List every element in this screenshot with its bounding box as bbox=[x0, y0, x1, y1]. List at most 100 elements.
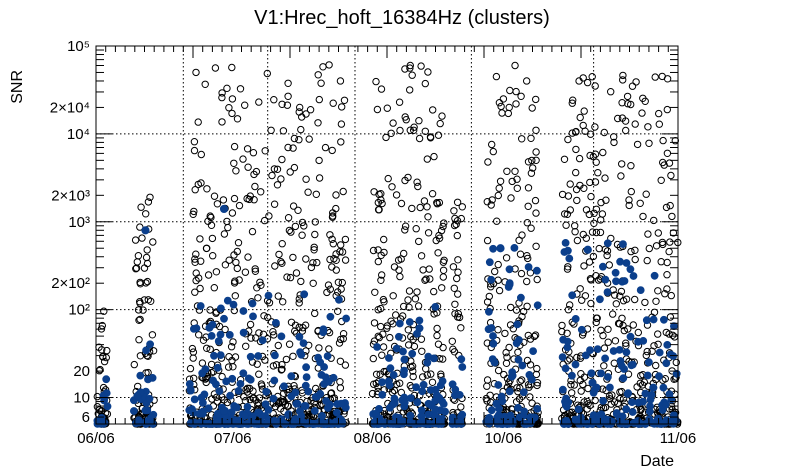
open-point bbox=[279, 298, 287, 306]
filled-point bbox=[234, 386, 243, 395]
open-point bbox=[494, 191, 502, 200]
open-point bbox=[338, 278, 346, 287]
open-point bbox=[596, 228, 605, 237]
open-point bbox=[270, 200, 279, 208]
filled-point bbox=[663, 340, 672, 349]
open-point bbox=[329, 240, 337, 248]
open-point bbox=[270, 331, 278, 339]
open-point bbox=[450, 207, 458, 215]
open-point bbox=[457, 214, 465, 223]
open-point bbox=[302, 175, 310, 183]
open-point bbox=[277, 366, 286, 374]
filled-point bbox=[612, 409, 621, 417]
filled-point bbox=[489, 339, 498, 348]
filled-point bbox=[455, 390, 464, 399]
open-point bbox=[99, 352, 107, 361]
open-point bbox=[404, 173, 412, 182]
open-point bbox=[570, 381, 578, 389]
open-point bbox=[230, 194, 239, 203]
open-point bbox=[622, 126, 630, 135]
filled-point bbox=[302, 373, 311, 381]
open-point bbox=[652, 361, 660, 370]
open-point bbox=[207, 213, 215, 222]
filled-point bbox=[514, 403, 522, 412]
filled-point bbox=[258, 336, 267, 345]
open-point bbox=[638, 109, 646, 117]
open-point bbox=[576, 113, 584, 122]
open-point bbox=[341, 235, 350, 244]
open-point bbox=[396, 272, 404, 281]
open-point bbox=[564, 306, 573, 314]
filled-point bbox=[334, 295, 343, 304]
open-point bbox=[439, 343, 447, 352]
filled-point bbox=[494, 381, 503, 389]
open-point bbox=[512, 87, 520, 96]
open-point bbox=[413, 178, 421, 186]
open-point bbox=[590, 209, 598, 218]
filled-point bbox=[505, 280, 514, 289]
open-point bbox=[390, 386, 399, 395]
x-tick-label: 10/06 bbox=[485, 430, 523, 447]
filled-point bbox=[322, 397, 330, 405]
open-point bbox=[434, 340, 443, 348]
open-point bbox=[520, 307, 528, 316]
open-point bbox=[375, 190, 383, 199]
open-point bbox=[493, 217, 501, 225]
open-point bbox=[612, 300, 620, 308]
open-point bbox=[341, 361, 350, 369]
open-point bbox=[100, 307, 108, 315]
open-point bbox=[389, 292, 397, 300]
filled-point bbox=[649, 315, 658, 324]
open-point bbox=[315, 344, 323, 352]
open-point bbox=[337, 241, 345, 249]
filled-point bbox=[588, 378, 597, 387]
open-point bbox=[142, 253, 151, 262]
open-point bbox=[312, 190, 320, 199]
open-point bbox=[600, 344, 609, 352]
open-point bbox=[614, 114, 622, 123]
open-point bbox=[285, 226, 294, 235]
open-point bbox=[246, 320, 255, 329]
open-point bbox=[494, 366, 503, 375]
open-point bbox=[506, 86, 514, 95]
open-point bbox=[309, 259, 317, 267]
open-point bbox=[527, 134, 535, 143]
open-point bbox=[654, 340, 662, 348]
filled-point bbox=[219, 204, 229, 214]
open-point bbox=[243, 384, 252, 392]
open-point bbox=[439, 266, 448, 274]
open-point bbox=[338, 103, 346, 111]
open-point bbox=[415, 237, 423, 246]
open-point bbox=[260, 216, 269, 225]
open-point bbox=[257, 188, 265, 196]
filled-point bbox=[373, 343, 381, 351]
open-point bbox=[433, 324, 441, 333]
open-point bbox=[532, 95, 540, 104]
open-point bbox=[518, 135, 526, 143]
open-point bbox=[514, 348, 522, 356]
filled-point bbox=[524, 263, 533, 271]
filled-point bbox=[483, 416, 492, 425]
filled-point bbox=[647, 390, 656, 399]
open-point bbox=[404, 326, 412, 334]
open-point bbox=[500, 370, 508, 379]
filled-point bbox=[189, 324, 198, 333]
open-point bbox=[408, 362, 417, 370]
filled-point bbox=[497, 393, 506, 401]
open-point bbox=[502, 359, 511, 367]
open-point bbox=[287, 318, 296, 326]
open-point bbox=[273, 165, 282, 174]
open-point bbox=[577, 387, 585, 395]
open-point bbox=[191, 255, 199, 263]
open-point bbox=[642, 351, 650, 360]
filled-point bbox=[591, 385, 599, 394]
filled-point bbox=[332, 408, 341, 417]
open-point bbox=[332, 256, 340, 264]
filled-point bbox=[518, 361, 527, 370]
open-point bbox=[189, 210, 197, 219]
open-point bbox=[102, 353, 111, 362]
chart-title: V1:Hrec_hoft_16384Hz (clusters) bbox=[254, 7, 550, 29]
open-point bbox=[591, 178, 600, 186]
filled-point bbox=[429, 354, 438, 363]
open-point bbox=[144, 198, 153, 206]
